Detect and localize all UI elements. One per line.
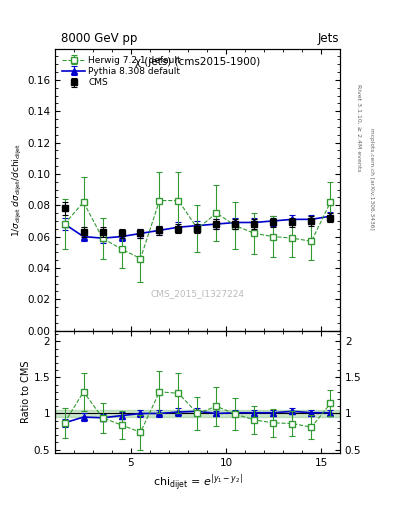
Text: 8000 GeV pp: 8000 GeV pp bbox=[61, 32, 137, 45]
Text: Rivet 3.1.10, ≥ 2.4M events: Rivet 3.1.10, ≥ 2.4M events bbox=[356, 84, 361, 172]
Text: Jets: Jets bbox=[318, 32, 339, 45]
Y-axis label: Ratio to CMS: Ratio to CMS bbox=[21, 360, 31, 423]
Y-axis label: $1/\sigma_{\rm dijet}\; d\sigma_{\rm dijet}/d{\rm chi}_{\rm dijet}$: $1/\sigma_{\rm dijet}\; d\sigma_{\rm dij… bbox=[11, 142, 24, 237]
Legend: Herwig 7.2.1 default, Pythia 8.308 default, CMS: Herwig 7.2.1 default, Pythia 8.308 defau… bbox=[59, 53, 184, 90]
Text: mcplots.cern.ch [arXiv:1306.3436]: mcplots.cern.ch [arXiv:1306.3436] bbox=[369, 129, 374, 230]
Bar bbox=[55, 410, 340, 417]
Text: χ (jets) (cms2015-1900): χ (jets) (cms2015-1900) bbox=[135, 57, 260, 67]
Text: CMS_2015_I1327224: CMS_2015_I1327224 bbox=[151, 289, 244, 298]
X-axis label: chi$_{\rm dijet}$ = $e^{|y_{1}-y_{2}|}$: chi$_{\rm dijet}$ = $e^{|y_{1}-y_{2}|}$ bbox=[152, 472, 242, 493]
